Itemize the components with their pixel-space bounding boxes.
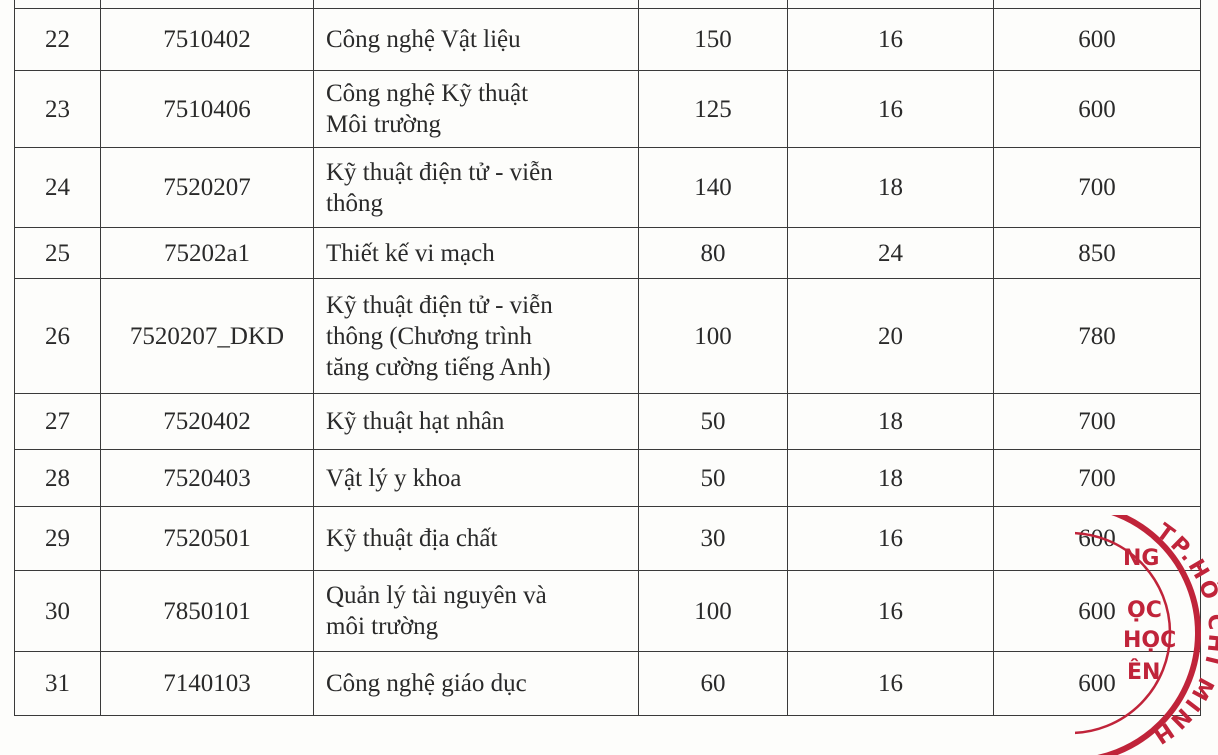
cell-max-score: 700 [993,449,1201,507]
cell-stt [14,0,101,9]
cell-min-score: 18 [787,393,994,450]
cell-code: 7520402 [100,393,314,450]
cell-name: Vật lý y khoa [313,449,639,507]
cell-stt: 24 [14,147,101,228]
cell-max-score: 600 [993,651,1201,716]
cell-min-score: 24 [787,227,994,279]
table-row: 25 75202a1 Thiết kế vi mạch 80 24 850 [14,227,1201,279]
cell-max-score: 780 [993,278,1201,394]
cell-quota: 50 [638,449,788,507]
table-row: 27 7520402 Kỹ thuật hạt nhân 50 18 700 [14,393,1201,450]
cell-max-score: 600 [993,506,1201,571]
cell-name [313,0,639,9]
cell-min-score [787,0,994,9]
table-row [14,0,1201,9]
cell-stt: 22 [14,8,101,71]
table-row: 26 7520207_DKD Kỹ thuật điện tử - viễn thôn… [14,278,1201,394]
cell-stt: 25 [14,227,101,279]
table-row: 24 7520207 Kỹ thuật điện tử - viễn thông 140… [14,147,1201,228]
cell-name: Kỹ thuật điện tử - viễn thông (Chương trì… [313,278,639,394]
cell-min-score: 16 [787,570,994,652]
cell-quota: 50 [638,393,788,450]
cell-code: 7510406 [100,70,314,148]
cell-min-score: 16 [787,506,994,571]
cell-quota [638,0,788,9]
cell-code: 7520403 [100,449,314,507]
cell-max-score: 700 [993,393,1201,450]
cell-stt: 31 [14,651,101,716]
cell-max-score [993,0,1201,9]
cell-stt: 27 [14,393,101,450]
cell-quota: 150 [638,8,788,71]
cell-min-score: 18 [787,147,994,228]
cell-min-score: 16 [787,651,994,716]
cell-max-score: 600 [993,70,1201,148]
table-row: 31 7140103 Công nghệ giáo dục 60 16 600 [14,651,1201,716]
cell-min-score: 20 [787,278,994,394]
cell-code: 7140103 [100,651,314,716]
cell-quota: 140 [638,147,788,228]
cell-code: 7850101 [100,570,314,652]
table-row: 29 7520501 Kỹ thuật địa chất 30 16 600 [14,506,1201,571]
cell-min-score: 16 [787,8,994,71]
cell-stt: 26 [14,278,101,394]
cell-name: Công nghệ Vật liệu [313,8,639,71]
cell-stt: 29 [14,506,101,571]
table-row: 30 7850101 Quản lý tài nguyên và môi trường… [14,570,1201,652]
cell-name: Kỹ thuật điện tử - viễn thông [313,147,639,228]
cell-code: 7520207 [100,147,314,228]
quota-table: 22 7510402 Công nghệ Vật liệu 150 16 600 23 751… [14,0,1201,716]
cell-quota: 100 [638,570,788,652]
cell-quota: 30 [638,506,788,571]
cell-code [100,0,314,9]
cell-code: 7520501 [100,506,314,571]
cell-name: Công nghệ giáo dục [313,651,639,716]
table-row: 22 7510402 Công nghệ Vật liệu 150 16 600 [14,8,1201,71]
cell-code: 75202a1 [100,227,314,279]
cell-quota: 100 [638,278,788,394]
cell-quota: 60 [638,651,788,716]
cell-quota: 125 [638,70,788,148]
cell-name: Kỹ thuật địa chất [313,506,639,571]
cell-stt: 30 [14,570,101,652]
cell-stt: 28 [14,449,101,507]
cell-max-score: 600 [993,570,1201,652]
cell-max-score: 600 [993,8,1201,71]
cell-quota: 80 [638,227,788,279]
cell-max-score: 700 [993,147,1201,228]
cell-name: Công nghệ Kỹ thuật Môi trường [313,70,639,148]
cell-name: Quản lý tài nguyên và môi trường [313,570,639,652]
cell-name: Thiết kế vi mạch [313,227,639,279]
cell-min-score: 18 [787,449,994,507]
table-row: 28 7520403 Vật lý y khoa 50 18 700 [14,449,1201,507]
table-row: 23 7510406 Công nghệ Kỹ thuật Môi trường 125… [14,70,1201,148]
cell-stt: 23 [14,70,101,148]
cell-name: Kỹ thuật hạt nhân [313,393,639,450]
cell-code: 7520207_DKD [100,278,314,394]
cell-min-score: 16 [787,70,994,148]
cell-code: 7510402 [100,8,314,71]
cell-max-score: 850 [993,227,1201,279]
